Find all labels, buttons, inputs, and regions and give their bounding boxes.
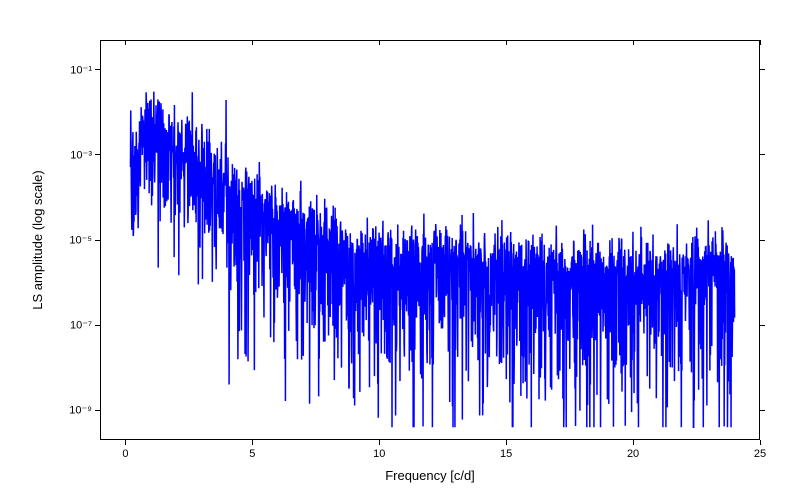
x-tick — [633, 40, 634, 45]
y-tick — [95, 325, 100, 326]
x-tick — [252, 440, 253, 445]
x-tick-label: 5 — [249, 448, 255, 460]
y-tick-label: 10⁻⁹ — [69, 404, 92, 417]
y-tick — [95, 410, 100, 411]
y-tick-label: 10⁻⁵ — [69, 234, 92, 247]
y-tick — [760, 325, 765, 326]
x-tick — [379, 40, 380, 45]
spectrum-path — [130, 92, 734, 428]
y-tick — [95, 240, 100, 241]
x-tick — [760, 40, 761, 45]
y-tick-label: 10⁻⁷ — [70, 319, 92, 332]
x-tick — [252, 40, 253, 45]
y-tick — [95, 154, 100, 155]
y-tick — [95, 69, 100, 70]
x-tick — [506, 440, 507, 445]
y-tick — [760, 69, 765, 70]
x-tick — [125, 440, 126, 445]
x-axis-label: Frequency [c/d] — [385, 468, 475, 483]
y-tick-label: 10⁻³ — [70, 148, 92, 161]
y-tick — [760, 410, 765, 411]
x-tick-label: 20 — [627, 448, 639, 460]
x-tick-label: 15 — [500, 448, 512, 460]
y-tick — [760, 154, 765, 155]
x-tick — [633, 440, 634, 445]
y-axis-label: LS amplitude (log scale) — [30, 170, 45, 309]
x-tick-label: 25 — [754, 448, 766, 460]
y-tick — [760, 240, 765, 241]
y-tick-label: 10⁻¹ — [70, 63, 92, 76]
spectrum-line — [0, 0, 800, 500]
x-tick-label: 10 — [373, 448, 385, 460]
x-tick-label: 0 — [122, 448, 128, 460]
x-tick — [760, 440, 761, 445]
x-tick — [125, 40, 126, 45]
x-tick — [379, 440, 380, 445]
x-tick — [506, 40, 507, 45]
